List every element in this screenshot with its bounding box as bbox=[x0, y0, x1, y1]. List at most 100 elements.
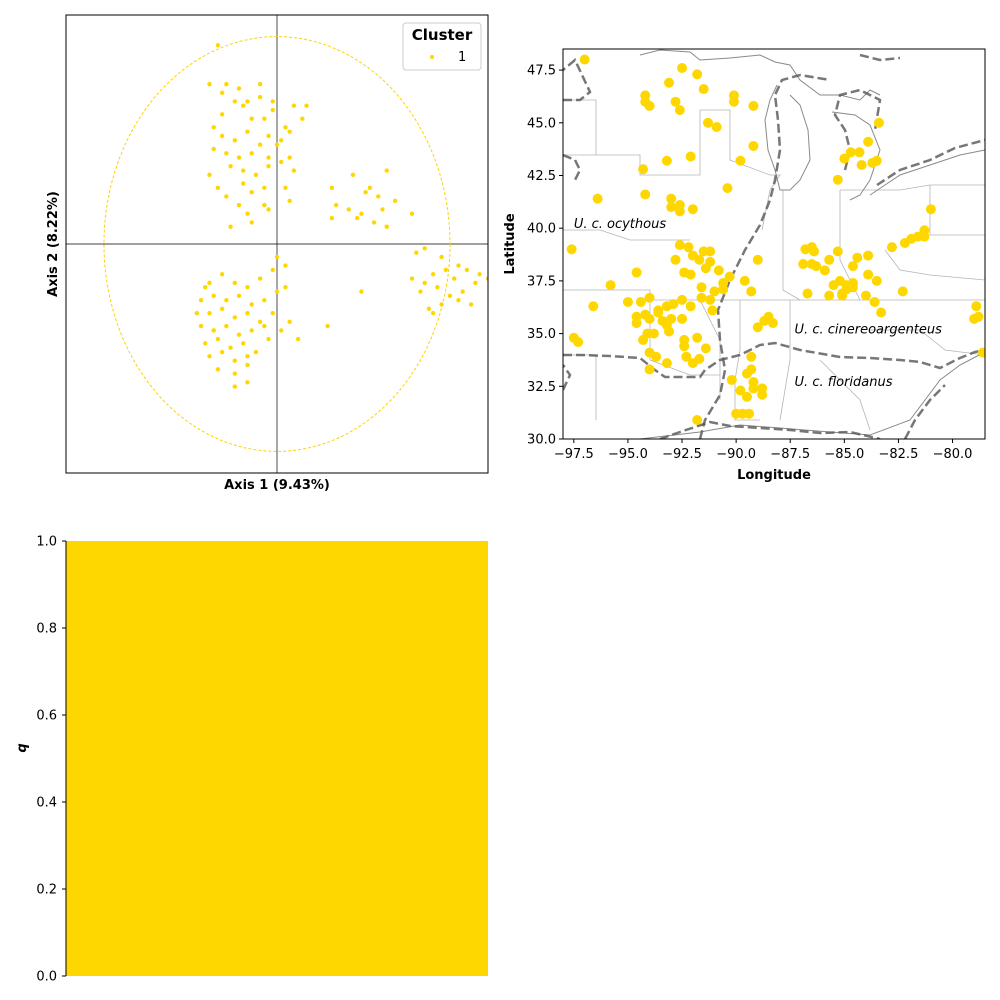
map-point bbox=[692, 69, 703, 80]
map-y-tick-label: 42.5 bbox=[527, 169, 556, 184]
pca-point bbox=[439, 302, 444, 307]
map-point bbox=[726, 374, 737, 385]
pca-point bbox=[241, 341, 246, 346]
state-border bbox=[563, 99, 597, 155]
q-y-tick-label: 0.0 bbox=[36, 970, 57, 985]
map-point bbox=[728, 90, 739, 101]
pca-point bbox=[392, 198, 398, 203]
state-border bbox=[840, 184, 985, 191]
map-point bbox=[668, 299, 679, 310]
map-point bbox=[644, 313, 655, 324]
pca-point bbox=[363, 189, 368, 195]
pca-point bbox=[447, 293, 453, 299]
pca-point bbox=[257, 319, 263, 324]
map-point bbox=[837, 290, 848, 301]
map-point bbox=[640, 189, 651, 200]
map-point bbox=[679, 341, 690, 352]
pca-point bbox=[207, 280, 212, 286]
pca-point bbox=[224, 323, 229, 329]
pca-point bbox=[253, 349, 259, 355]
map-point bbox=[871, 155, 882, 166]
map-point bbox=[605, 280, 616, 291]
map-point bbox=[698, 84, 709, 95]
pca-point bbox=[414, 250, 419, 255]
map-point bbox=[856, 159, 867, 170]
pca-point bbox=[219, 272, 225, 277]
pca-point bbox=[228, 345, 233, 350]
map-y-tick-label: 37.5 bbox=[527, 274, 556, 289]
pca-point bbox=[354, 215, 360, 221]
map-point bbox=[925, 204, 936, 215]
map-point bbox=[696, 292, 707, 303]
map-point bbox=[664, 77, 675, 88]
lake-michigan-shore bbox=[764, 84, 811, 191]
map-point bbox=[839, 153, 850, 164]
state-border bbox=[563, 229, 690, 241]
pca-point bbox=[380, 207, 385, 212]
map-point bbox=[644, 292, 655, 303]
map-point bbox=[977, 347, 985, 358]
pca-point bbox=[485, 276, 488, 281]
pca-point bbox=[232, 371, 237, 376]
q-bar bbox=[66, 541, 488, 976]
pca-point bbox=[236, 202, 242, 208]
pca-point bbox=[257, 81, 263, 87]
pca-point bbox=[287, 198, 292, 203]
map-point bbox=[744, 408, 755, 419]
map-point bbox=[677, 294, 688, 305]
pca-point bbox=[435, 285, 440, 290]
map-frame bbox=[562, 48, 986, 440]
pca-point bbox=[443, 267, 448, 273]
map-x-tick-label: −97.5 bbox=[554, 447, 594, 462]
map-point bbox=[622, 296, 633, 307]
pca-plot-area bbox=[66, 15, 488, 473]
map-point bbox=[869, 296, 880, 307]
pca-point bbox=[359, 211, 364, 216]
lake-erie-shore bbox=[869, 149, 985, 196]
pca-point bbox=[346, 207, 351, 212]
pca-point bbox=[232, 384, 237, 389]
map-x-tick-label: −87.5 bbox=[770, 447, 810, 462]
pca-y-label: Axis 2 (8.22%) bbox=[46, 191, 61, 297]
pca-point bbox=[207, 354, 212, 359]
state-border bbox=[563, 289, 985, 301]
pca-point bbox=[232, 315, 237, 320]
pca-point bbox=[219, 112, 225, 117]
boundary-line bbox=[859, 53, 901, 62]
map-point bbox=[919, 231, 930, 242]
state-border bbox=[929, 185, 985, 236]
map-point bbox=[631, 267, 642, 278]
map-point bbox=[746, 364, 757, 375]
map-point bbox=[798, 259, 809, 270]
boundary-line bbox=[659, 420, 881, 439]
q-y-tick-label: 0.8 bbox=[36, 622, 57, 637]
pca-point bbox=[266, 133, 271, 139]
map-panel: −97.5 −95.0 −92.5 −90.0 −87.5 −85.0 −82.5 −80.0… bbox=[503, 48, 986, 483]
pca-point bbox=[262, 185, 267, 191]
map-point bbox=[748, 100, 759, 111]
map-point bbox=[819, 265, 830, 276]
map-point bbox=[674, 105, 685, 116]
pca-point bbox=[473, 280, 478, 286]
pca-point bbox=[245, 380, 250, 385]
map-point bbox=[707, 305, 718, 316]
pca-point bbox=[249, 151, 254, 156]
pca-point bbox=[376, 194, 381, 199]
pca-point bbox=[245, 129, 250, 134]
map-point bbox=[897, 286, 908, 297]
pca-point bbox=[257, 276, 263, 281]
pca-point bbox=[224, 151, 229, 156]
state-border bbox=[563, 354, 597, 420]
pca-point bbox=[283, 285, 288, 290]
pca-point bbox=[477, 272, 482, 277]
map-point bbox=[692, 415, 703, 426]
map-point bbox=[809, 246, 820, 257]
pca-point bbox=[270, 267, 275, 273]
state-border bbox=[819, 359, 871, 431]
pca-point bbox=[287, 319, 292, 324]
boundary-line bbox=[563, 58, 592, 102]
lake-huron-shore bbox=[831, 111, 881, 201]
boundary-line bbox=[563, 153, 582, 181]
pca-point bbox=[426, 306, 432, 312]
pca-point bbox=[198, 323, 204, 329]
